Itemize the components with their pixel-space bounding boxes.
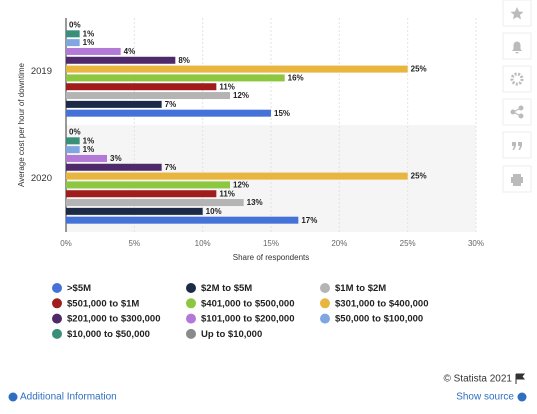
bar (66, 163, 162, 171)
legend-label: $501,000 to $1M (67, 298, 139, 309)
legend-marker (320, 313, 330, 324)
info-icon (8, 392, 18, 402)
value-label: 25% (411, 172, 427, 181)
legend-marker (320, 298, 330, 309)
x-tick-label: 10% (195, 239, 211, 248)
bar (66, 190, 217, 198)
bar (66, 109, 271, 117)
value-label: 1% (83, 38, 95, 47)
legend-marker (186, 328, 196, 339)
value-label: 11% (219, 189, 235, 198)
legend-label: $2M to $5M (201, 283, 252, 294)
bar (66, 146, 80, 154)
x-tick-label: 30% (468, 239, 484, 248)
value-label: 12% (233, 181, 249, 190)
x-axis-label: Share of respondents (233, 253, 310, 262)
toolbar (502, 0, 532, 193)
alert-button[interactable] (502, 32, 532, 60)
print-icon (511, 174, 523, 186)
bar (66, 137, 80, 145)
x-tick-label: 5% (129, 239, 141, 248)
bar (66, 30, 80, 38)
value-label: 0% (69, 21, 81, 30)
star-icon (510, 7, 524, 20)
bar (66, 65, 408, 73)
value-label: 1% (83, 136, 95, 145)
value-label: 11% (219, 82, 235, 91)
bar (66, 74, 285, 82)
x-tick-label: 15% (263, 239, 279, 248)
value-label: 0% (69, 128, 81, 137)
bar (66, 56, 176, 64)
additional-info-link[interactable]: Additional Information (20, 392, 117, 403)
legend-marker (52, 328, 62, 339)
bar (66, 181, 230, 189)
show-source-link[interactable]: Show source (456, 392, 514, 403)
value-label: 17% (301, 216, 317, 225)
legend-label: $301,000 to $400,000 (335, 298, 429, 309)
legend-label: $201,000 to $300,000 (67, 314, 161, 325)
legend-marker (52, 313, 62, 324)
value-label: 3% (110, 154, 122, 163)
bar (66, 83, 217, 91)
value-label: 16% (288, 74, 304, 83)
legend-label: $50,000 to $100,000 (335, 314, 423, 325)
value-label: 1% (83, 29, 95, 38)
legend-label: $101,000 to $200,000 (201, 314, 295, 325)
bar (66, 172, 408, 180)
category-label: 2020 (31, 173, 52, 184)
value-label: 7% (165, 163, 177, 172)
value-label: 12% (233, 91, 249, 100)
value-label: 4% (124, 47, 136, 56)
value-label: 1% (83, 145, 95, 154)
gear-icon (510, 72, 524, 86)
value-label: 10% (206, 207, 222, 216)
x-tick-label: 25% (400, 239, 416, 248)
bar (66, 92, 230, 100)
value-label: 15% (274, 109, 290, 118)
value-label: 13% (247, 198, 263, 207)
copyright: © Statista 2021 (443, 374, 512, 385)
bar (66, 207, 203, 215)
legend-label: Up to $10,000 (201, 329, 262, 340)
legend-label: $401,000 to $500,000 (201, 298, 295, 309)
bar (66, 100, 162, 108)
bar (66, 199, 244, 207)
legend-marker (52, 298, 62, 309)
settings-button[interactable] (502, 65, 532, 93)
bar (66, 39, 80, 47)
legend-label: $1M to $2M (335, 283, 386, 294)
bar (66, 216, 299, 224)
x-tick-label: 20% (331, 239, 347, 248)
category-label: 2019 (31, 66, 52, 77)
flag-icon (515, 373, 526, 384)
value-label: 7% (165, 100, 177, 109)
quote-icon (512, 142, 522, 150)
legend-marker (186, 313, 196, 324)
legend-marker (186, 283, 196, 293)
bar (66, 154, 107, 162)
share-icon (510, 105, 524, 119)
bar (66, 47, 121, 55)
share-button[interactable] (502, 98, 532, 126)
legend-marker (320, 283, 330, 293)
x-tick-label: 0% (60, 239, 72, 248)
legend-marker (186, 298, 196, 309)
bell-icon (512, 41, 522, 54)
legend-label: >$5M (67, 283, 91, 294)
legend-marker (52, 283, 62, 293)
cite-button[interactable] (502, 131, 532, 159)
y-axis-label: Average cost per hour of downtime (17, 62, 26, 186)
info-icon (517, 392, 527, 402)
value-label: 25% (411, 65, 427, 74)
value-label: 8% (178, 56, 190, 65)
legend-label: $10,000 to $50,000 (67, 329, 150, 340)
